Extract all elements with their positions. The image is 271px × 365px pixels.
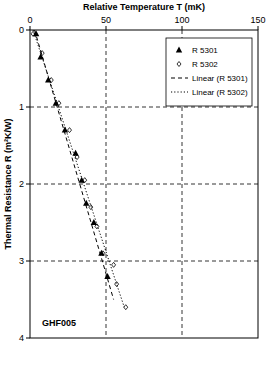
tick — [106, 26, 107, 30]
legend-label: Linear (R 5302) — [192, 88, 248, 97]
data-point — [101, 251, 105, 256]
tick-label: 3 — [19, 256, 24, 266]
data-point — [75, 155, 79, 160]
data-point — [68, 128, 72, 133]
tick — [26, 30, 30, 31]
tick-label: 50 — [101, 15, 111, 25]
grid-line — [106, 30, 107, 338]
trend-line — [33, 30, 124, 307]
legend-label: Linear (R 5301) — [192, 74, 248, 83]
tick-label: 0 — [27, 15, 32, 25]
y-axis-title: Thermal Resistance R (m²K/W) — [3, 118, 13, 249]
legend-symbol — [171, 92, 188, 93]
data-point — [98, 250, 104, 256]
tick — [182, 26, 183, 30]
legend-symbol — [176, 47, 182, 53]
grid-line — [30, 184, 258, 185]
tick — [26, 338, 30, 339]
tick — [26, 261, 30, 262]
legend-symbol — [177, 62, 181, 67]
legend-box — [166, 38, 252, 106]
tick — [26, 184, 30, 185]
tick — [258, 26, 259, 30]
tick — [30, 26, 31, 30]
tick-label: 150 — [250, 15, 265, 25]
x-axis-title: Relative Temperature T (mK) — [83, 2, 205, 12]
grid-line — [30, 261, 258, 262]
tick-label: 100 — [174, 15, 189, 25]
data-point — [115, 282, 119, 287]
background — [0, 0, 271, 365]
plot-marks — [31, 30, 128, 310]
plot-frame — [30, 30, 258, 338]
legend-label: R 5302 — [192, 60, 218, 69]
tick — [26, 107, 30, 108]
tick-label: 2 — [19, 179, 24, 189]
data-point — [112, 262, 116, 267]
chart: 0 50 100 150 0 1 2 3 4 Relative Temperature T (mK… — [0, 0, 271, 365]
grid-line — [30, 107, 258, 108]
data-point — [104, 273, 110, 279]
tick-label: 0 — [19, 25, 24, 35]
tick-label: 1 — [19, 102, 24, 112]
annotation: GHF005 — [42, 318, 76, 328]
legend-label: R 5301 — [192, 46, 218, 55]
data-point — [124, 305, 128, 310]
legend-symbol — [171, 78, 188, 79]
tick-label: 4 — [19, 333, 24, 343]
